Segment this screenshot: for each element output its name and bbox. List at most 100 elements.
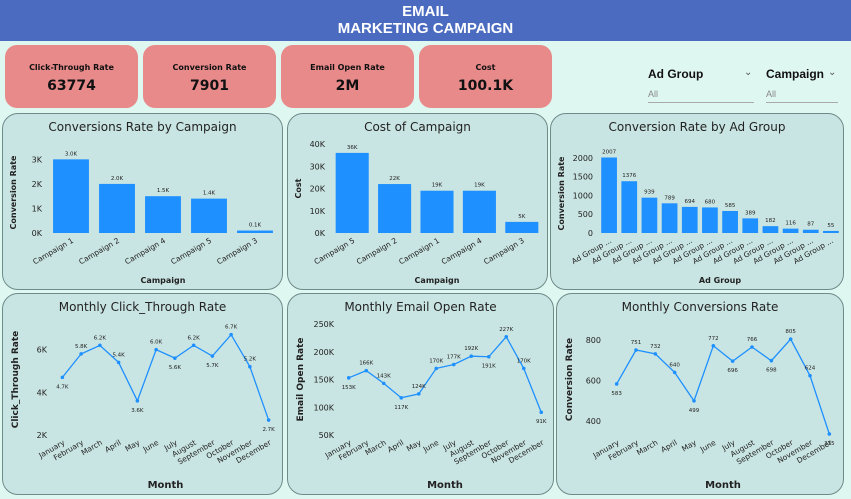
data-point (504, 334, 509, 339)
y-axis-label: Conversion Rate (557, 156, 566, 231)
slicer-selected-value[interactable]: All (648, 89, 659, 99)
kpi-value: 7901 (190, 78, 229, 94)
header-title-line2: MARKETING CAMPAIGN (337, 20, 514, 37)
y-tick-label: 3K (32, 155, 43, 164)
bar (621, 181, 638, 233)
bar (782, 228, 799, 233)
data-point (750, 345, 754, 349)
kpi-value: 63774 (47, 78, 96, 94)
chart-title: Monthly Click_Through Rate (58, 300, 227, 314)
data-point (521, 366, 526, 371)
y-tick-label: 2K (37, 431, 48, 440)
y-tick-label: 0 (588, 229, 593, 238)
data-point (381, 381, 386, 386)
data-label: 124K (412, 384, 426, 390)
bar (145, 196, 181, 233)
data-point (634, 348, 638, 352)
data-label: 939 (644, 190, 655, 196)
data-point (248, 364, 252, 369)
bar (702, 207, 718, 233)
x-tick-label: Campaign 5 (169, 236, 213, 267)
data-point (364, 368, 369, 373)
y-tick-label: 1K (32, 204, 43, 213)
y-tick-label: 50K (319, 431, 335, 440)
bar (681, 206, 698, 233)
data-label: 694 (685, 199, 696, 205)
data-point (346, 376, 351, 380)
data-point (672, 370, 677, 375)
y-tick-label: 0K (32, 229, 43, 238)
x-tick-label: May (680, 438, 698, 454)
bar (99, 183, 135, 233)
data-point (173, 356, 177, 360)
data-label: 772 (708, 336, 719, 342)
data-label: 789 (664, 195, 675, 201)
kpi-label: Email Open Rate (310, 63, 385, 72)
slicer-campaign[interactable]: Campaign ⌄ All (766, 67, 838, 103)
data-point (434, 366, 439, 371)
slicer-underline (766, 102, 838, 103)
data-label: 22K (389, 176, 400, 182)
slicer-ad-group[interactable]: Ad Group ⌄ All (648, 67, 754, 103)
data-label: 499 (689, 408, 700, 414)
chevron-down-icon[interactable]: ⌄ (744, 67, 753, 78)
data-point (486, 354, 491, 359)
data-label: 227K (499, 327, 513, 333)
slicer-label: Campaign (766, 67, 825, 81)
bar (802, 229, 819, 233)
chart-card-monthly-email-open-rate: Monthly Email Open Rate 50K 100K 150K 200K 2… (287, 293, 554, 495)
y-tick-label: 2K (32, 180, 43, 189)
chart-card-monthly-conversions-rate: Monthly Conversions Rate 400 600 800 Conver… (556, 293, 844, 495)
data-label: 335 (824, 441, 835, 447)
y-tick-label: 1000 (573, 191, 593, 200)
data-label: 177K (447, 355, 461, 361)
data-label: 766 (747, 337, 758, 343)
chevron-down-icon[interactable]: ⌄ (828, 67, 837, 78)
data-label: 696 (727, 368, 738, 374)
x-tick-label: April (103, 438, 122, 454)
data-label: 4.7K (56, 384, 69, 390)
data-label: 55 (827, 223, 834, 229)
bar (237, 230, 273, 233)
data-point (210, 354, 215, 358)
chart-conversions-by-campaign: 0K 1K 2K 3K Conversion Rate Campaign Campaign … (9, 151, 273, 285)
data-point (79, 352, 83, 356)
y-tick-label: 150K (313, 376, 334, 385)
y-tick-label: 200K (313, 348, 334, 357)
chart-title: Conversion Rate by Ad Group (608, 120, 786, 134)
y-axis-label: Cost (294, 178, 303, 198)
data-label: 1.4K (203, 191, 216, 197)
bar (641, 197, 658, 233)
y-tick-label: 600 (586, 377, 601, 386)
y-tick-label: 250K (313, 320, 334, 329)
slicer-label: Ad Group (648, 67, 704, 81)
data-point (416, 392, 421, 396)
data-label: 6.2K (94, 335, 107, 341)
data-label: 3.6K (131, 408, 144, 414)
bar (335, 152, 369, 233)
data-label: 389 (745, 210, 756, 216)
data-label: 2.7K (262, 427, 275, 433)
x-tick-label: Campaign 2 (355, 236, 399, 267)
y-axis-label: Click_Through Rate (11, 331, 21, 429)
data-point (614, 382, 619, 386)
data-label: 170K (517, 358, 531, 364)
data-point (711, 343, 716, 348)
data-point (692, 399, 696, 403)
x-tick-label: Campaign 2 (77, 236, 121, 267)
kpi-label: Click-Through Rate (29, 63, 114, 72)
data-label: 191K (482, 364, 496, 370)
header-title-line1: EMAIL (402, 3, 449, 20)
slicer-selected-value[interactable]: All (766, 89, 777, 99)
y-tick-label: 0K (315, 229, 326, 238)
chart-monthly-email-open-rate: 50K 100K 150K 200K 250K Email Open Rate Month J… (296, 320, 547, 491)
data-point (827, 432, 832, 436)
data-label: 5.2K (244, 357, 257, 363)
data-label: 0.1K (249, 223, 262, 229)
data-point (98, 343, 102, 348)
y-tick-label: 800 (586, 336, 601, 345)
data-point (730, 359, 735, 363)
x-tick-label: June (421, 438, 441, 455)
data-label: 36K (347, 145, 358, 151)
